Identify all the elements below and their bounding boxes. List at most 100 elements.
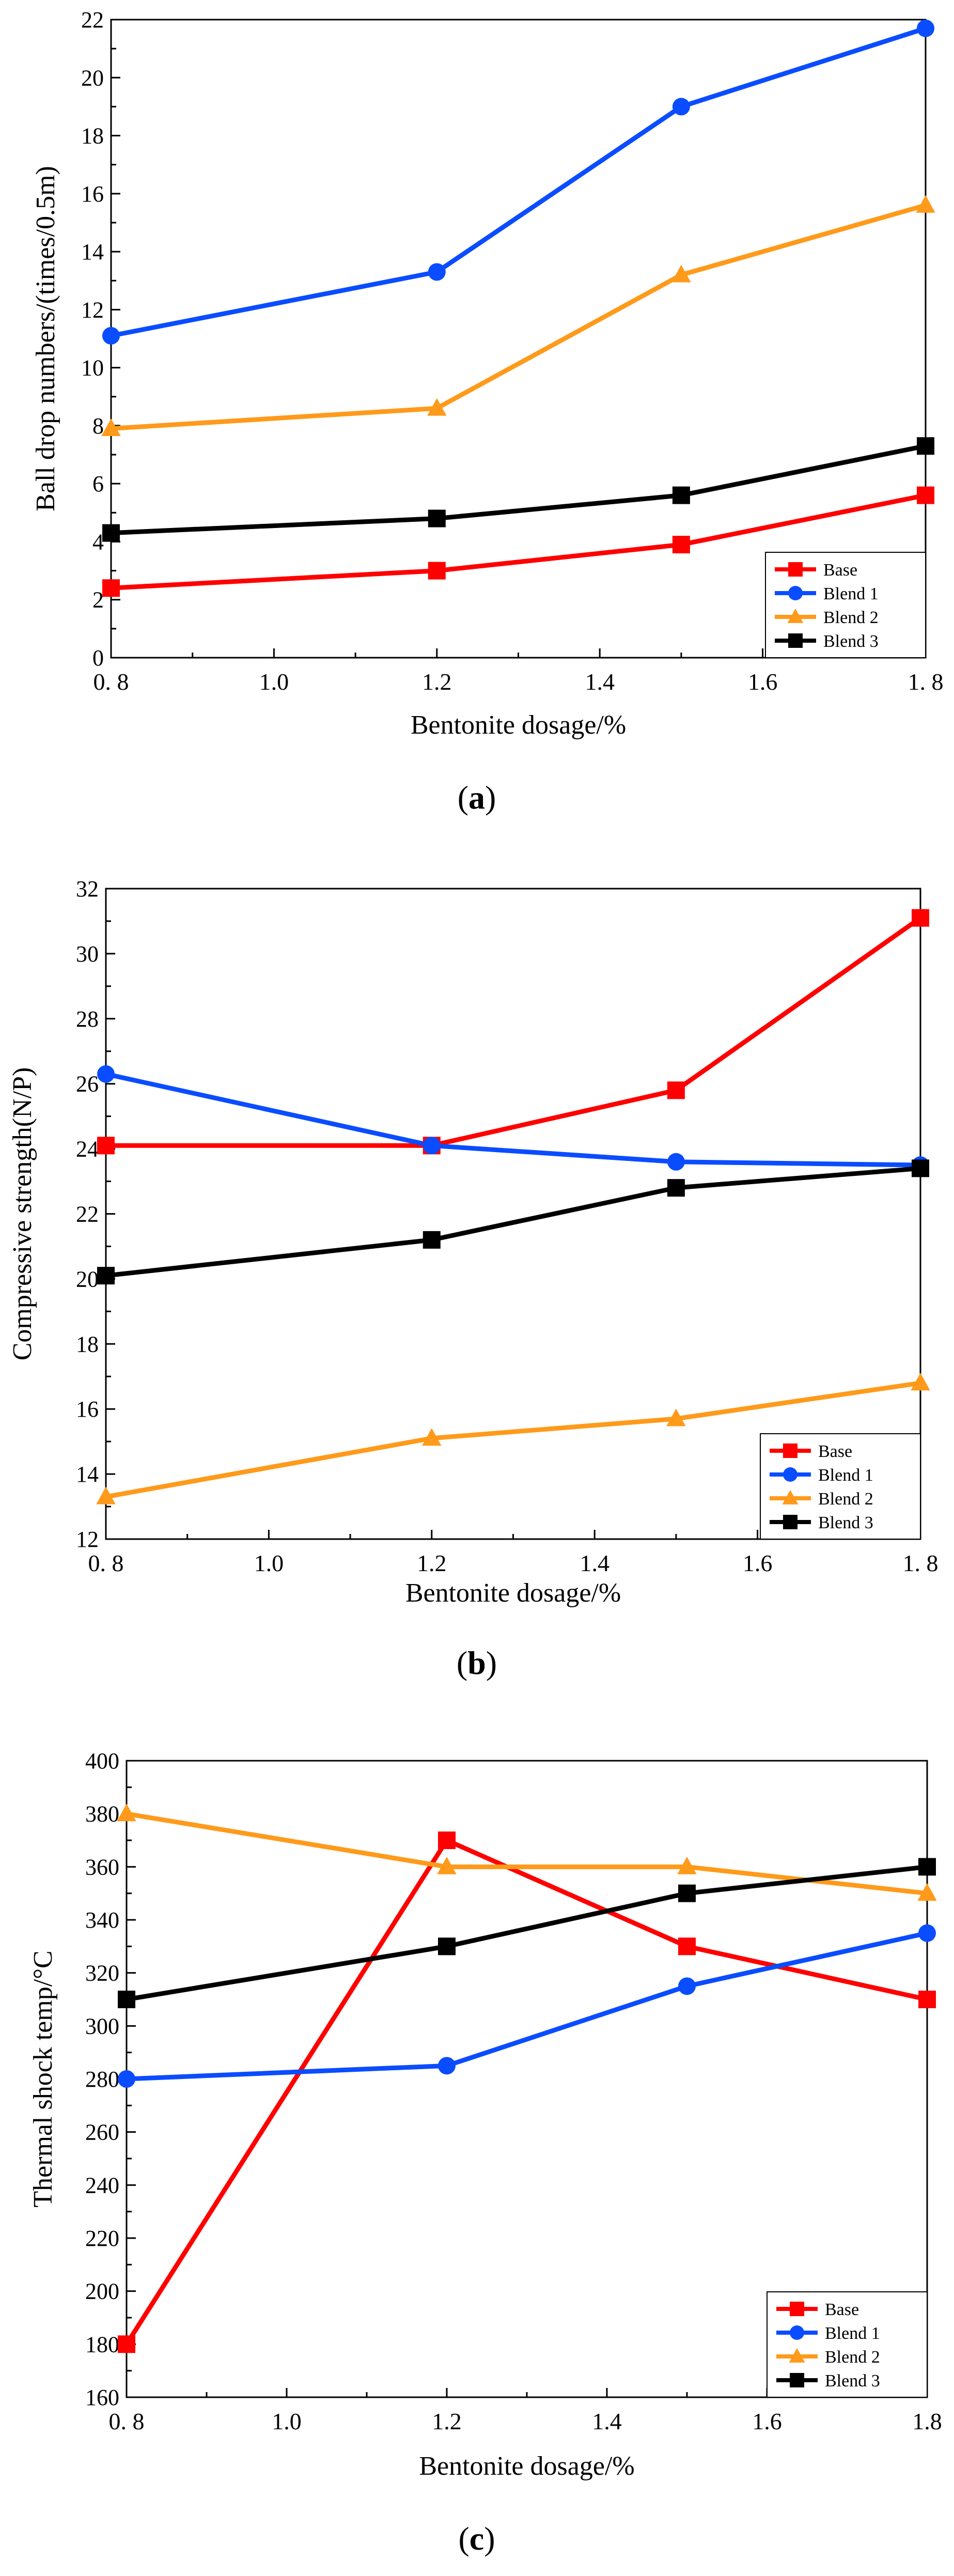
data-point-c-2 [677,1856,697,1874]
y-tick-label-b: 28 [76,1006,99,1032]
x-tick-label-b: 1.6 [743,1550,773,1576]
panel-label-a: (a) [458,779,496,816]
y-tick-label-a: 4 [92,529,104,554]
y-tick-label-c: 160 [85,2385,119,2410]
x-tick-label-b: 1. 8 [903,1550,939,1576]
y-tick-label-c: 240 [85,2172,119,2198]
y-tick-label-a: 6 [92,471,104,496]
legend-label-c: Blend 1 [825,2324,880,2343]
data-point-b-3 [423,1231,441,1249]
series-line-b-2 [105,1380,921,1499]
x-axis-label-b: Bentonite dosage/% [405,1578,621,1608]
legend-label-c: Blend 2 [825,2348,880,2367]
legend-label-a: Blend 1 [823,584,879,603]
data-point-c-1 [118,2070,135,2088]
legend-label-a: Blend 3 [823,632,879,651]
series-line-a-1 [111,26,927,338]
y-axis-label-b: Compressive strength(N/P) [8,1067,37,1361]
y-tick-label-c: 340 [85,1907,119,1933]
series-line-b-3 [105,1166,921,1278]
data-point-c-2 [437,1856,457,1874]
y-tick-label-a: 20 [81,65,104,90]
data-point-b-0 [912,909,929,927]
panel-label-letter: a [468,779,485,816]
data-point-a-2 [916,195,935,213]
data-point-b-2 [422,1428,442,1446]
data-point-a-1 [917,19,934,37]
data-point-c-2 [117,1804,136,1822]
x-tick-label-b: 1.4 [580,1550,609,1576]
y-tick-label-c: 180 [85,2332,119,2357]
data-point-a-2 [671,265,691,283]
legend-marker-a [787,608,804,623]
panel-label-letter: c [470,2520,484,2557]
series-line-b-1 [105,1072,921,1168]
x-tick-label-c: 1.2 [432,2408,462,2434]
x-tick-label-a: 1.4 [585,669,615,695]
series-line-b-0 [106,915,922,1148]
y-tick-label-a: 18 [81,123,104,149]
panel-label-paren: ) [486,1644,497,1681]
y-tick-label-a: 2 [92,587,104,613]
y-tick-label-b: 32 [76,876,99,902]
y-tick-label-c: 200 [85,2279,119,2304]
y-tick-label-b: 18 [76,1331,99,1357]
panel-label-paren: ( [457,1644,467,1681]
x-tick-label-a: 1.2 [422,669,452,695]
legend-marker-a [788,562,803,577]
legend-marker-a [788,586,803,600]
legend-marker-c [790,2325,804,2340]
x-tick-label-a: 1. 8 [908,669,944,695]
legend-label-a: Blend 2 [823,608,879,627]
data-point-a-3 [672,486,690,504]
x-tick-label-a: 0. 8 [93,669,129,695]
chart-a: 0. 8 1.0 1.2 1.4 1.6 1. 8 0 2 4 6 8 10 12 14 16 18 20 22 B… [31,7,944,816]
data-point-a-0 [428,562,446,580]
y-tick-label-b: 14 [76,1462,99,1487]
x-tick-label-b: 1.2 [417,1550,447,1576]
legend-marker-b [783,1467,797,1482]
data-point-a-3 [917,437,934,455]
data-point-c-0 [678,1937,696,1956]
series-line-a-0 [111,493,926,591]
data-point-a-3 [428,509,446,527]
legend-marker-c [790,2302,804,2316]
legend-label-b: Blend 2 [818,1489,873,1509]
data-point-c-0 [918,1991,936,2008]
data-point-b-3 [912,1159,929,1177]
panel-label-paren: ) [485,779,496,816]
y-tick-label-b: 20 [76,1266,99,1292]
data-point-c-0 [438,1832,456,1849]
legend-label-c: Blend 3 [825,2371,880,2391]
data-point-a-1 [428,263,446,281]
y-tick-label-a: 16 [81,181,104,207]
y-tick-label-b: 22 [76,1202,99,1227]
data-point-a-2 [101,418,121,436]
y-tick-label-b: 16 [76,1396,99,1422]
y-tick-label-b: 12 [76,1527,99,1552]
data-point-a-1 [102,327,120,345]
x-tick-label-c: 1.4 [592,2408,622,2434]
y-tick-label-a: 8 [92,413,104,439]
y-tick-label-c: 280 [85,2067,119,2092]
legend-label-b: Base [818,1442,852,1461]
legend-label-a: Base [823,561,857,580]
y-tick-label-c: 260 [85,2120,119,2145]
x-tick-label-c: 1.8 [912,2408,942,2434]
chart-c: 0. 8 1.0 1.2 1.4 1.6 1.8 160 180 200 220 240 260 280… [28,1748,942,2557]
data-point-a-1 [672,98,690,116]
legend-marker-b [782,1489,799,1504]
legend-label-c: Base [825,2300,859,2319]
data-point-b-0 [97,1137,115,1155]
x-tick-label-c: 0. 8 [109,2408,145,2434]
data-point-b-1 [667,1153,685,1171]
y-tick-label-c: 300 [85,2013,119,2039]
data-point-b-3 [97,1267,115,1285]
series-line-a-3 [111,443,926,536]
panel-label-b: (b) [457,1644,497,1681]
series-line-c-3 [126,1864,928,2002]
legend-label-b: Blend 1 [818,1466,873,1485]
series-line-a-2 [111,203,927,431]
y-tick-label-b: 24 [76,1137,99,1162]
